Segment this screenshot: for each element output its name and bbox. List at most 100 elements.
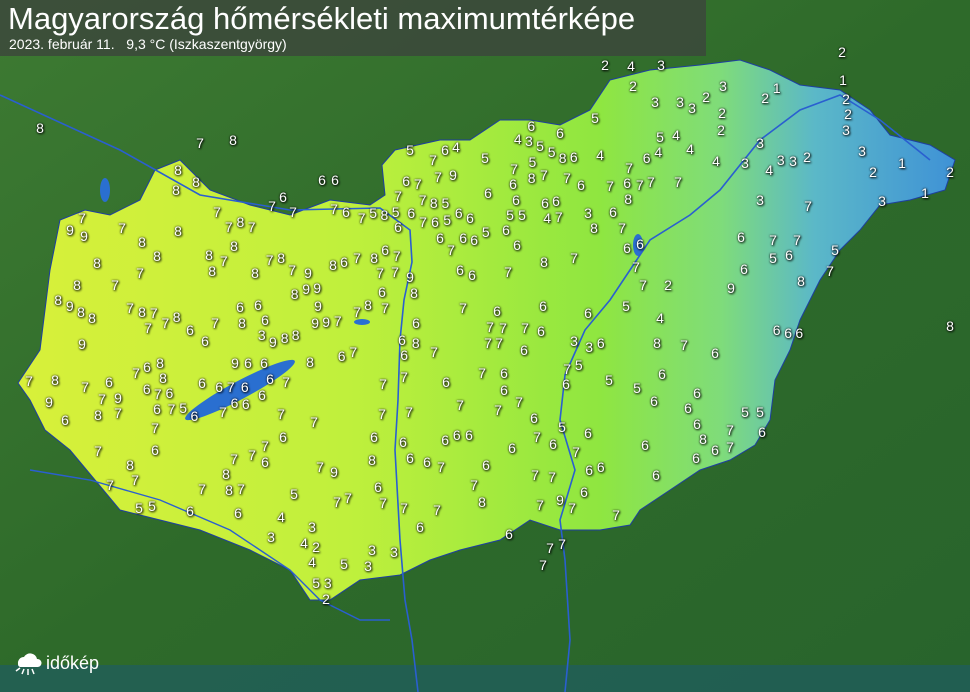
temperature-reading: 8 <box>410 284 418 301</box>
title-bar: Magyarország hőmérsékleti maximumtérképe… <box>0 0 706 56</box>
temperature-reading: 7 <box>25 373 33 389</box>
temperature-reading: 2 <box>718 105 726 121</box>
temperature-reading: 8 <box>205 247 213 263</box>
temperature-reading: 7 <box>531 467 539 483</box>
temperature-reading: 8 <box>222 466 230 483</box>
temperature-reading: 8 <box>36 120 44 136</box>
temperature-reading: 6 <box>596 459 605 475</box>
temperature-reading: 6 <box>186 503 194 519</box>
temperature-reading: 7 <box>546 540 554 556</box>
temperature-reading: 7 <box>333 313 342 329</box>
temperature-reading: 6 <box>658 366 666 382</box>
temperature-reading: 5 <box>574 357 583 373</box>
temperature-reading: 6 <box>552 193 560 210</box>
temperature-reading: 2 <box>844 106 852 123</box>
temperature-reading: 7 <box>437 459 445 475</box>
temperature-reading: 4 <box>543 210 552 226</box>
temperature-reading: 6 <box>258 386 266 403</box>
temperature-reading: 2 <box>946 164 954 180</box>
temperature-reading: 9 <box>314 298 322 315</box>
temperature-reading: 7 <box>674 174 682 190</box>
temperature-reading: 7 <box>78 210 86 226</box>
temperature-reading: 7 <box>606 178 614 194</box>
temperature-reading: 3 <box>308 519 316 536</box>
temperature-reading: 3 <box>570 333 578 349</box>
temperature-reading: 8 <box>290 286 299 302</box>
temperature-reading: 6 <box>260 355 268 371</box>
temperature-reading: 3 <box>585 339 594 355</box>
temperature-reading: 8 <box>192 174 200 190</box>
temperature-reading: 6 <box>508 440 516 456</box>
temperature-reading: 7 <box>394 188 402 205</box>
temperature-reading: 7 <box>218 404 227 420</box>
temperature-reading: 7 <box>793 232 801 248</box>
temperature-reading: 6 <box>454 205 463 221</box>
temperature-reading: 6 <box>230 395 239 412</box>
temperature-reading: 7 <box>400 369 408 385</box>
temperature-reading: 6 <box>436 230 444 246</box>
temperature-reading: 6 <box>381 242 389 258</box>
temperature-reading: 6 <box>784 325 792 341</box>
temperature-reading: 8 <box>329 257 337 273</box>
temperature-reading: 6 <box>151 442 159 458</box>
temperature-reading: 7 <box>625 159 633 176</box>
temperature-reading: 7 <box>161 315 170 331</box>
temperature-reading: 5 <box>831 242 839 258</box>
temperature-reading: 6 <box>520 342 528 358</box>
temperature-reading: 8 <box>174 162 182 178</box>
temperature-reading: 9 <box>268 334 277 350</box>
temperature-reading: 6 <box>416 519 424 535</box>
temperature-reading: 5 <box>443 212 452 228</box>
temperature-reading: 3 <box>719 78 727 94</box>
temperature-reading: 6 <box>105 374 113 391</box>
temperature-reading: 7 <box>310 414 318 430</box>
temperature-reading: 5 <box>312 575 321 592</box>
temperature-reading: 7 <box>646 174 655 190</box>
temperature-reading: 7 <box>494 402 502 418</box>
temperature-reading: 5 <box>148 498 156 514</box>
temperature-reading: 7 <box>539 557 547 573</box>
temperature-reading: 6 <box>513 237 521 253</box>
temperature-reading: 7 <box>563 360 572 377</box>
temperature-reading: 5 <box>769 250 777 266</box>
temperature-reading: 4 <box>686 141 694 157</box>
temperature-reading: 7 <box>769 232 777 248</box>
temperature-reading: 6 <box>406 449 414 466</box>
temperature-reading: 8 <box>540 254 548 270</box>
temperature-reading: 5 <box>656 128 664 145</box>
temperature-reading: 6 <box>142 380 151 397</box>
temperature-reading: 7 <box>349 344 358 360</box>
temperature-reading: 3 <box>651 94 659 110</box>
temperature-reading: 6 <box>596 335 605 351</box>
temperature-reading: 5 <box>622 298 630 314</box>
temperature-reading: 6 <box>711 345 719 361</box>
lake-balaton <box>185 359 295 421</box>
temperature-reading: 6 <box>795 325 804 341</box>
temperature-reading: 8 <box>558 150 567 166</box>
temperature-reading: 4 <box>672 127 680 143</box>
temperature-reading: 3 <box>676 94 684 110</box>
temperature-reading: 6 <box>693 384 701 401</box>
temperature-reading: 6 <box>261 311 269 328</box>
temperature-reading: 8 <box>229 132 237 148</box>
temperature-reading: 9 <box>556 492 564 508</box>
temperature-reading: 5 <box>536 138 544 154</box>
river-drava <box>29 469 390 621</box>
temperature-reading: 7 <box>132 365 140 381</box>
temperature-reading: 6 <box>378 284 386 301</box>
temperature-reading: 8 <box>624 190 632 207</box>
temperature-reading: 3 <box>364 558 372 574</box>
temperature-reading: 7 <box>429 152 437 168</box>
temperature-reading: 6 <box>331 172 339 188</box>
temperature-reading: 8 <box>88 310 96 326</box>
temperature-reading: 6 <box>412 315 420 331</box>
temperature-reading: 7 <box>224 219 233 235</box>
temperature-reading: 8 <box>93 255 101 271</box>
temperature-reading: 7 <box>433 502 441 518</box>
temperature-reading: 5 <box>528 153 537 170</box>
temperature-reading: 7 <box>418 191 427 208</box>
temperature-reading: 7 <box>219 253 228 269</box>
temperature-reading: 7 <box>98 391 106 408</box>
temperature-reading: 7 <box>570 250 578 266</box>
temperature-reading: 6 <box>466 210 474 226</box>
